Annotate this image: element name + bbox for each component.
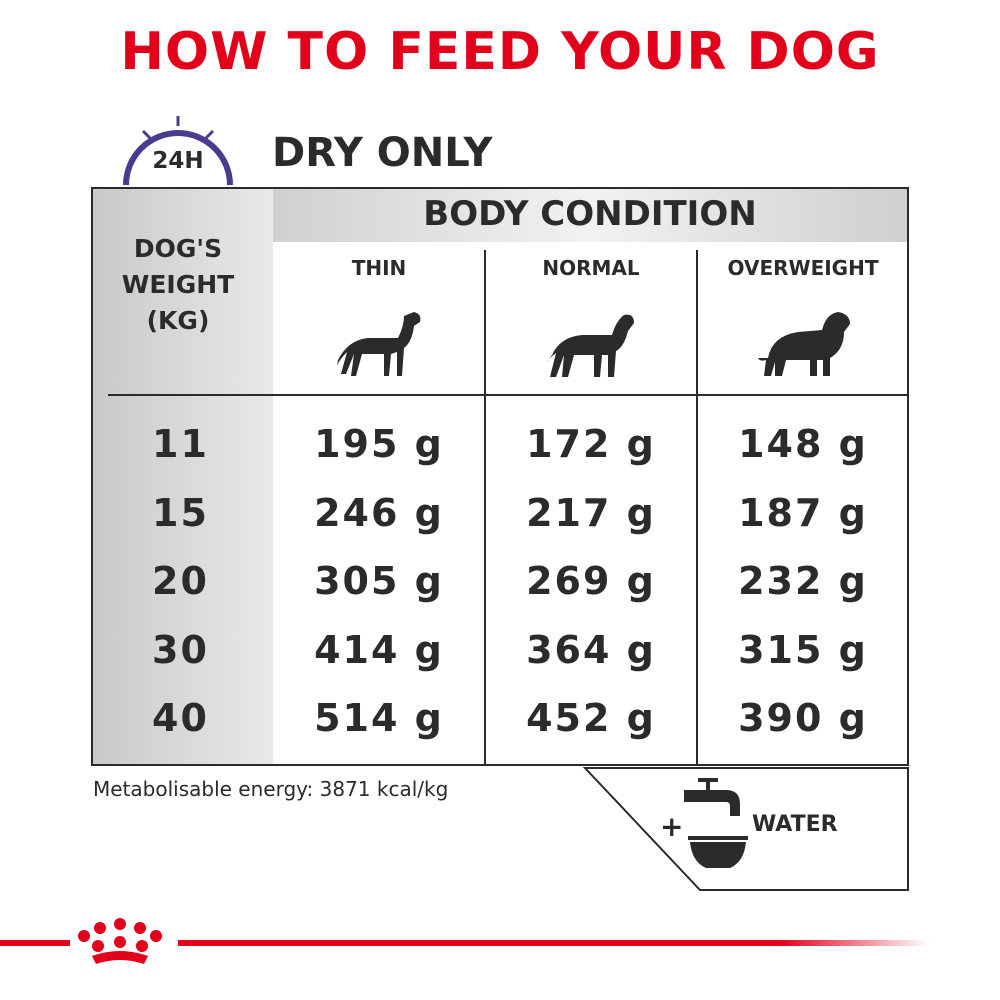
- footnote: Metabolisable energy: 3871 kcal/kg: [93, 777, 449, 801]
- brand-line: [0, 940, 70, 946]
- amount-cell: 315 g: [738, 628, 868, 672]
- clock-label: 24H: [152, 148, 204, 174]
- amount-cell: 172 g: [526, 422, 656, 466]
- weight-cell: 20: [152, 559, 209, 603]
- crown-logo: [78, 918, 162, 964]
- column-header: OVERWEIGHT: [727, 256, 879, 280]
- amount-cell: 246 g: [314, 491, 444, 535]
- dog-icons: [337, 312, 850, 377]
- page-title: HOW TO FEED YOUR DOG: [120, 22, 880, 82]
- amount-cell: 414 g: [314, 628, 444, 672]
- water-label: WATER: [752, 812, 838, 837]
- amount-cell: 452 g: [526, 696, 656, 740]
- row-header-bg: [93, 189, 273, 764]
- water-icon: [684, 778, 748, 868]
- clock-ring: [123, 130, 233, 186]
- amount-cell: 187 g: [738, 491, 868, 535]
- group-header-bg: [273, 189, 907, 242]
- column-header: THIN: [351, 256, 407, 280]
- weight-cell: 30: [152, 628, 209, 672]
- amount-cell: 364 g: [526, 628, 656, 672]
- amount-cell: 390 g: [738, 696, 868, 740]
- weight-cell: 40: [152, 696, 209, 740]
- column-header: NORMAL: [542, 256, 640, 280]
- plus-sign: +: [660, 810, 684, 843]
- amount-cell: 148 g: [738, 422, 868, 466]
- weight-cell: 15: [152, 491, 209, 535]
- amount-cell: 305 g: [314, 559, 444, 603]
- amount-cell: 232 g: [738, 559, 868, 603]
- amount-cell: 217 g: [526, 491, 656, 535]
- section-title: DRY ONLY: [272, 130, 493, 176]
- brand-line: [178, 940, 930, 946]
- weight-cell: 11: [152, 422, 209, 466]
- row-header-line: WEIGHT: [121, 270, 235, 299]
- water-box: [582, 767, 909, 891]
- row-header-line: (KG): [146, 306, 210, 335]
- group-header: BODY CONDITION: [423, 194, 757, 234]
- amount-cell: 514 g: [314, 696, 444, 740]
- amount-cell: 195 g: [314, 422, 444, 466]
- amount-cell: 269 g: [526, 559, 656, 603]
- row-header-line: DOG'S: [133, 234, 223, 263]
- clock-ticks: [141, 116, 215, 140]
